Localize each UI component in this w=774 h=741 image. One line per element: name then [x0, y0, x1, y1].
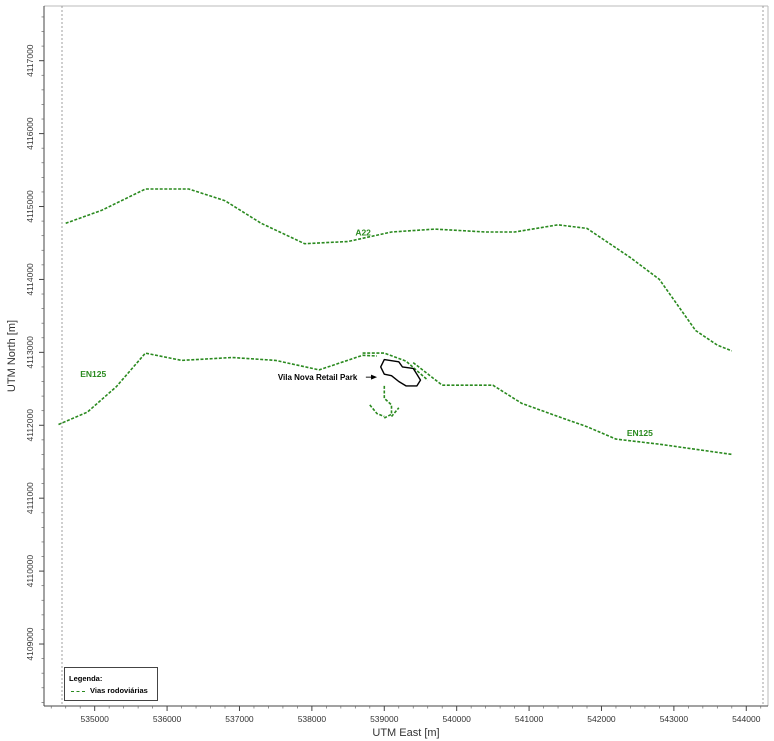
- road-5: [369, 404, 385, 418]
- axis-ticks: 535000 536000 537000 538000 539000 540000 5410…: [25, 16, 762, 724]
- y-axis-title: UTM North [m]: [6, 320, 18, 392]
- road-network: [58, 188, 733, 456]
- road-label-1: EN125: [80, 369, 106, 379]
- x-tick-label-4: 539000: [370, 714, 399, 724]
- y-tick-label-8: 4117000: [25, 44, 35, 77]
- road-6: [390, 407, 400, 418]
- road-1: [58, 352, 378, 426]
- y-tick-label-5: 4114000: [25, 263, 35, 296]
- y-tick-label-0: 4109000: [25, 627, 35, 660]
- x-tick-label-9: 544000: [732, 714, 761, 724]
- road-3: [362, 352, 429, 381]
- x-tick-label-1: 536000: [153, 714, 182, 724]
- x-tick-label-7: 542000: [587, 714, 616, 724]
- map-labels: A22 EN125 EN125 Vila Nova Retail Park: [80, 228, 653, 439]
- y-tick-label-7: 4116000: [25, 117, 35, 150]
- y-tick-label-2: 4111000: [25, 482, 35, 514]
- legend-item-label: Vias rodoviárias: [90, 686, 148, 695]
- x-axis-title: UTM East [m]: [372, 727, 439, 739]
- arrow-head: [371, 374, 378, 380]
- x-tick-label-8: 543000: [660, 714, 689, 724]
- x-tick-label-5: 540000: [442, 714, 471, 724]
- y-tick-label-4: 4113000: [25, 336, 35, 369]
- map-frame: [43, 5, 769, 707]
- site-outline: [380, 358, 422, 387]
- retail-park-site: [380, 358, 422, 387]
- road-0: [65, 188, 733, 352]
- road-label-0: A22: [355, 228, 371, 238]
- x-tick-label-6: 541000: [515, 714, 544, 724]
- x-tick-label-3: 538000: [298, 714, 327, 724]
- legend-box: Legenda: Vias rodoviárias: [64, 667, 158, 701]
- x-tick-label-0: 535000: [80, 714, 109, 724]
- road-2: [412, 361, 732, 456]
- site-annotation-label: Vila Nova Retail Park: [278, 373, 358, 382]
- legend-title: Legenda:: [69, 674, 103, 683]
- x-tick-label-2: 537000: [225, 714, 254, 724]
- road-label-2: EN125: [627, 428, 653, 438]
- legend-road-swatch: [71, 691, 85, 692]
- y-tick-label-6: 4115000: [25, 190, 35, 223]
- y-tick-label-3: 4112000: [25, 409, 35, 442]
- y-tick-label-1: 4110000: [25, 555, 35, 588]
- road-4: [383, 385, 393, 419]
